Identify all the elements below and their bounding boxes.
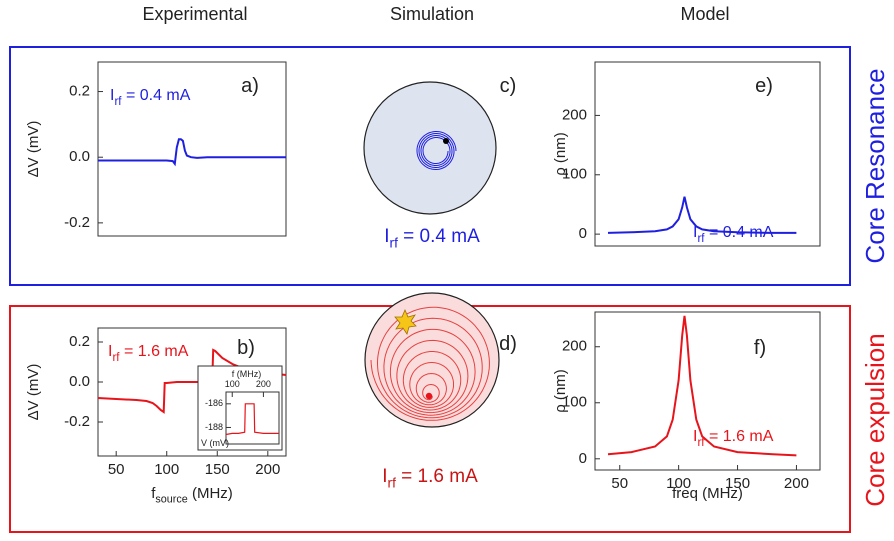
x-tick-label: 200	[784, 475, 809, 492]
x-tick-label: 200	[256, 379, 271, 389]
data-line	[225, 403, 279, 436]
x-axis-label: freq (MHz)	[672, 485, 743, 502]
plot-frame	[225, 391, 280, 445]
y-tick-label: 200	[562, 338, 587, 355]
annotation-main: I	[108, 343, 112, 360]
panel-label: e)	[755, 75, 773, 97]
x-axis-label-sub: source	[155, 494, 187, 506]
annotation: Irf = 1.6 mA	[108, 343, 189, 364]
x-axis-label: f (MHz)	[232, 369, 262, 379]
x-tick-label: 100	[225, 379, 240, 389]
x-tick-label: 50	[108, 461, 125, 478]
trajectory	[370, 306, 490, 421]
annotation-rest: = 1.6 mA	[120, 343, 189, 360]
plot-frame	[594, 311, 821, 471]
annotation-sub: rf	[697, 233, 705, 245]
annotation-sub: rf	[112, 352, 120, 364]
data-line	[607, 196, 797, 234]
inset-frame	[197, 365, 283, 451]
x-tick-label: 50	[611, 475, 628, 492]
column-header: Model	[680, 4, 729, 24]
y-axis-label: ΔV (mV)	[25, 121, 42, 178]
data-line	[607, 315, 797, 457]
core	[443, 138, 449, 144]
x-tick-label: 200	[255, 461, 280, 478]
annotation: Irf = 0.4 mA	[384, 226, 480, 251]
annotation: Irf = 1.6 mA	[693, 428, 774, 449]
x-tick-label: 150	[725, 475, 750, 492]
data-line	[97, 348, 287, 414]
plot-frame	[97, 327, 287, 457]
annotation: Irf = 0.4 mA	[693, 224, 774, 245]
x-tick-label: 100	[154, 461, 179, 478]
x-axis-label-main: f	[151, 485, 156, 502]
y-tick-label: -188	[205, 422, 223, 432]
y-tick-label: 0	[579, 225, 587, 242]
annotation-rest: = 0.4 mA	[398, 226, 480, 247]
y-tick-label: 0.0	[69, 373, 90, 390]
y-tick-label: -0.2	[64, 413, 90, 430]
trajectory	[416, 131, 457, 170]
y-tick-label: 0.0	[69, 148, 90, 165]
x-axis-label: fsource (MHz)	[151, 485, 233, 506]
y-tick-label: -186	[205, 398, 223, 408]
annotation-rest: = 0.4 mA	[705, 224, 774, 241]
y-tick-label: 200	[562, 106, 587, 123]
annotation-rest: = 0.4 mA	[122, 87, 191, 104]
row-frame	[9, 46, 851, 286]
y-tick-label: 100	[562, 166, 587, 183]
y-tick-label: -0.2	[64, 214, 90, 231]
y-axis-label: ρ (nm)	[552, 369, 569, 413]
trajectories	[370, 131, 490, 421]
y-axis-label: V (mV)	[201, 438, 229, 448]
core	[425, 392, 433, 400]
annotation-sub: rf	[390, 236, 399, 251]
row-label: Core Resonance	[860, 68, 890, 263]
panel-label: c)	[500, 75, 517, 97]
annotation: Irf = 1.6 mA	[382, 466, 478, 491]
annotation-rest: = 1.6 mA	[396, 466, 478, 487]
y-tick-label: 100	[562, 394, 587, 411]
plot-frame	[97, 61, 287, 237]
annotation-sub: rf	[388, 476, 397, 491]
data-line	[98, 138, 286, 167]
panel-label: b)	[237, 337, 255, 359]
annotation-main: I	[110, 87, 114, 104]
x-tick-label: 150	[205, 461, 230, 478]
panel-label: f)	[754, 337, 766, 359]
y-axis-label: ΔV (mV)	[25, 364, 42, 421]
x-tick-label: 100	[666, 475, 691, 492]
sample-disk	[363, 81, 497, 215]
annotation-sub: rf	[697, 437, 705, 449]
row-label: Core expulsion	[860, 333, 890, 506]
plot-frame	[594, 61, 821, 247]
annotation-rest: = 1.6 mA	[705, 428, 774, 445]
y-tick-label: 0	[579, 450, 587, 467]
y-tick-label: 0.2	[69, 83, 90, 100]
panel-label: a)	[241, 75, 259, 97]
annotation-main: I	[382, 466, 387, 487]
panel-label: d)	[499, 333, 517, 355]
column-header: Experimental	[142, 4, 247, 24]
annotation-main: I	[693, 428, 697, 445]
annotation-sub: rf	[114, 96, 122, 108]
annotation-main: I	[693, 224, 697, 241]
annotation: Irf = 0.4 mA	[110, 87, 191, 108]
y-tick-label: 0.2	[69, 333, 90, 350]
expulsion-star	[394, 308, 417, 335]
column-header: Simulation	[390, 4, 474, 24]
x-axis-label-rest: (MHz)	[188, 485, 233, 502]
annotation-main: I	[384, 226, 389, 247]
y-axis-label: ρ (nm)	[552, 132, 569, 176]
